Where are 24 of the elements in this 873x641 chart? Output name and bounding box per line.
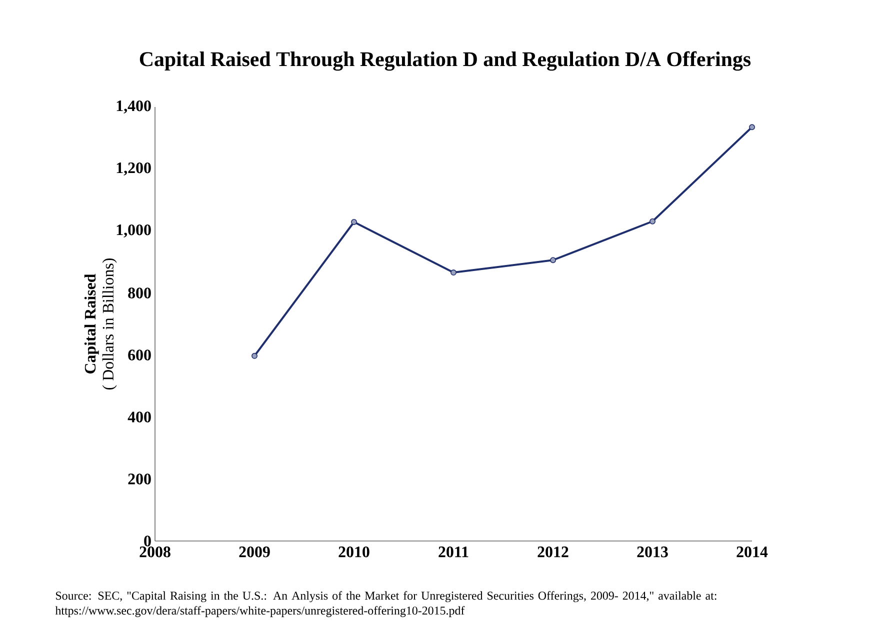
- y-tick-label: 1,200: [116, 162, 151, 176]
- x-tick-label: 2014: [736, 546, 768, 558]
- y-tick-label: 1,000: [116, 224, 151, 238]
- x-tick-label: 2013: [637, 546, 668, 558]
- point: [450, 270, 456, 276]
- y-tick-label: 1,400: [116, 100, 151, 114]
- x-tick-label: 2009: [239, 546, 270, 558]
- y-tick-label: 400: [128, 412, 151, 422]
- y-tick-label: 800: [128, 288, 151, 298]
- chart-title: Capital Raised Through Regulation D and Regulation D/A Offerings: [140, 51, 751, 71]
- y-tick-label: 0: [144, 536, 151, 546]
- y-tick-label: 600: [128, 350, 151, 360]
- y-axis-title: Capital Raised ( Dollars in Billions): [84, 258, 117, 390]
- x-tick-label: 2011: [438, 546, 468, 558]
- x-tick-label: 2008: [140, 546, 170, 558]
- x-tick-label: 2010: [338, 546, 370, 558]
- y-tick-label: 200: [128, 474, 151, 484]
- point: [252, 352, 258, 359]
- x-tick-label: 2012: [538, 546, 568, 558]
- point: [550, 257, 556, 264]
- point: [351, 219, 357, 225]
- point: [650, 218, 656, 224]
- source-note: Source: SEC, "Capital Raising in the U.S.: An Anlysis of the Market for Unregistered Securities Offerings, 2009- 2014," available at: https://www.sec.gov/dera/staff-papers/white-papers/unregistered-offering10-2015.pdf: [55, 591, 716, 618]
- point: [749, 124, 755, 130]
